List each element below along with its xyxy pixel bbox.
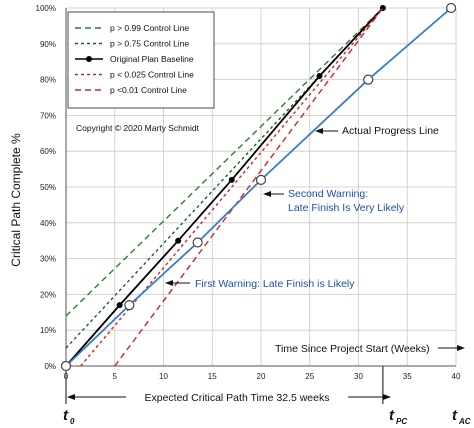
series-line <box>65 7 452 367</box>
x-tick-label: 30 <box>354 372 363 381</box>
expected-time-arrowhead-right <box>383 394 391 400</box>
x-tick-label: 40 <box>452 372 461 381</box>
y-tick-label: 70% <box>40 111 56 120</box>
y-tick-label: 100% <box>36 4 56 13</box>
second-warning-arrowhead <box>263 191 271 197</box>
y-tick-label: 60% <box>40 147 56 156</box>
y-tick-label: 50% <box>40 183 56 192</box>
x-tick-label: 15 <box>208 372 217 381</box>
t0-subscript: 0 <box>70 417 75 426</box>
y-tick-label: 0% <box>44 362 56 371</box>
tac-subscript: AC <box>458 417 471 426</box>
legend-label: p < 0.025 Control Line <box>110 70 194 80</box>
series-layer <box>60 2 457 372</box>
actual-progress-arrowhead <box>315 128 323 134</box>
y-axis-label: Critical Path Complete % <box>9 133 23 267</box>
series-line <box>65 7 384 317</box>
y-tick-label: 20% <box>40 290 56 299</box>
legend-box <box>67 11 215 109</box>
expected-time-label: Expected Critical Path Time 32.5 weeks <box>144 392 329 404</box>
y-tick-label: 10% <box>40 326 56 335</box>
legend-label: p <0.01 Control Line <box>110 85 187 95</box>
baseline-point <box>175 237 182 244</box>
legend-marker <box>86 56 92 62</box>
y-tick-label: 80% <box>40 76 56 85</box>
legend-label: p > 0.99 Control Line <box>110 23 189 33</box>
actual-progress-point <box>124 300 135 311</box>
second-warning-line1: Second Warning: <box>288 188 368 200</box>
t0-label: t <box>63 407 69 424</box>
actual-progress-annotation: Actual Progress Line <box>342 125 439 137</box>
x-tick-label: 35 <box>403 372 412 381</box>
x-tick-label: 5 <box>113 372 118 381</box>
legend-label: Original Plan Baseline <box>110 54 194 64</box>
first-warning-annotation: First Warning: Late Finish is Likely <box>195 278 355 290</box>
second-warning-line2: Late Finish Is Very Likely <box>288 202 405 214</box>
actual-progress-point <box>192 237 203 248</box>
axes: 0%10%20%30%40%50%60%70%80%90%100%0510152… <box>36 4 461 404</box>
y-tick-label: 90% <box>40 40 56 49</box>
x-tick-label: 10 <box>159 372 168 381</box>
copyright-text: Copyright © 2020 Marty Schmidt <box>76 123 200 133</box>
baseline-point <box>228 176 235 183</box>
x-tick-label: 20 <box>257 372 266 381</box>
time-axis-arrowhead <box>457 345 465 351</box>
actual-progress-point <box>446 2 457 14</box>
y-tick-label: 40% <box>40 219 56 228</box>
actual-progress-point <box>255 174 267 185</box>
series-line <box>114 7 384 367</box>
series-line <box>65 7 384 367</box>
actual-progress-point <box>363 74 374 85</box>
first-warning-arrowhead <box>165 280 173 286</box>
tpc-label: t <box>389 407 395 424</box>
tac-label: t <box>452 407 458 424</box>
baseline-point <box>116 302 123 309</box>
baseline-point <box>316 73 323 80</box>
expected-time-arrowhead-left <box>67 394 75 400</box>
x-tick-label: 25 <box>305 372 314 381</box>
legend: p > 0.99 Control Line p > 0.75 Control Li… <box>67 11 215 109</box>
y-tick-label: 30% <box>40 255 56 264</box>
annotations: Actual Progress Line Second Warning: Lat… <box>63 125 471 426</box>
expected-time-label-bg <box>126 389 348 405</box>
time-since-start-label: Time Since Project Start (Weeks) <box>275 343 430 355</box>
tpc-subscript: PC <box>396 417 407 426</box>
legend-label: p > 0.75 Control Line <box>110 39 189 49</box>
actual-progress-point <box>60 360 72 372</box>
